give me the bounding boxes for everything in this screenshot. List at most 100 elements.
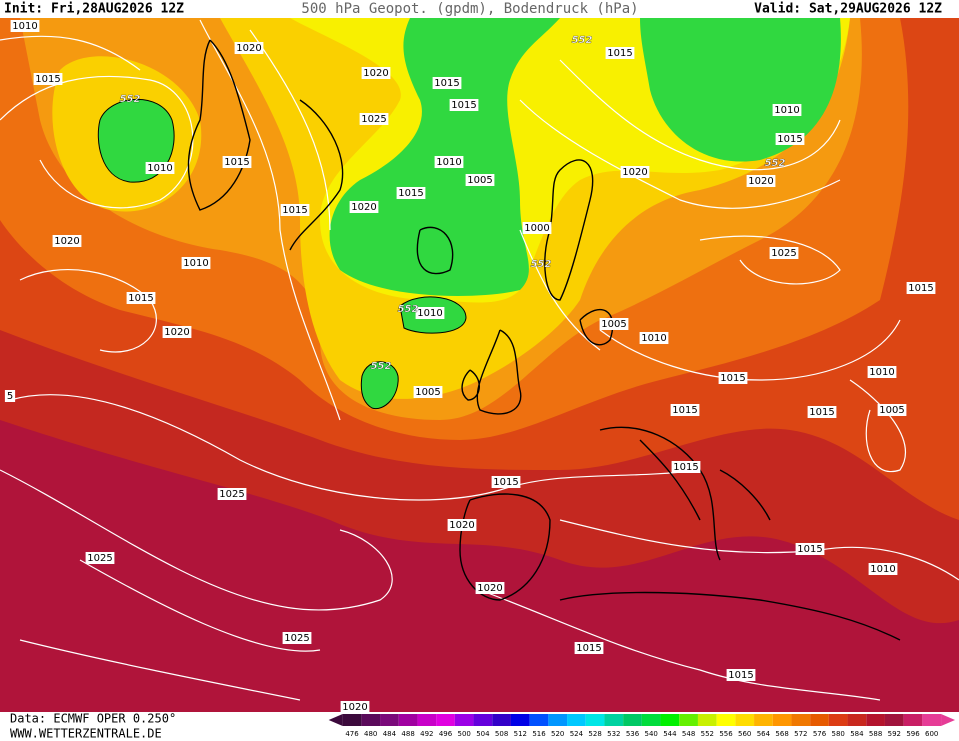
colorbar-label: 524 bbox=[570, 730, 584, 738]
isobar-label: 1015 bbox=[398, 188, 423, 199]
label-box bbox=[447, 519, 477, 531]
colorbar-label: 484 bbox=[383, 730, 397, 738]
colorbar-swatch bbox=[716, 714, 736, 726]
label-box bbox=[234, 42, 264, 54]
label-box bbox=[906, 282, 936, 294]
colorbar-label: 552 bbox=[701, 730, 714, 738]
colorbar-swatch bbox=[492, 714, 511, 726]
label-box bbox=[807, 406, 837, 418]
isobar-label: 1020 bbox=[477, 583, 502, 594]
isobar-label: 1015 bbox=[576, 643, 601, 654]
isobar-label: 1015 bbox=[809, 407, 834, 418]
label-box bbox=[795, 543, 825, 555]
colorbar-swatch bbox=[922, 714, 942, 726]
label-box bbox=[522, 222, 552, 234]
isobar-label: 1025 bbox=[361, 114, 386, 125]
isobar-label: 1015 bbox=[128, 293, 153, 304]
label-box bbox=[639, 332, 669, 344]
init-time: Init: Fri,28AUG2026 12Z bbox=[4, 2, 184, 17]
isobar-label: 1015 bbox=[451, 100, 476, 111]
label-box bbox=[670, 404, 700, 416]
colorbar-label: 544 bbox=[663, 730, 677, 738]
isobar-label: 1015 bbox=[777, 134, 802, 145]
label-box bbox=[574, 642, 604, 654]
isobar-label: 1010 bbox=[183, 258, 208, 269]
colorbar-label: 500 bbox=[458, 730, 471, 738]
geopotential-label: 552 bbox=[531, 259, 552, 270]
colorbar-label: 476 bbox=[345, 730, 359, 738]
label-box bbox=[162, 326, 192, 338]
colorbar-swatch bbox=[847, 714, 867, 726]
colorbar-swatch bbox=[529, 714, 549, 726]
isobar-label: 1010 bbox=[870, 564, 895, 575]
contour-labels: 1010 1020 1015 1010 1015 1020 1015 1015 1025 1010… bbox=[4, 20, 936, 713]
geopotential-label: 552 bbox=[765, 158, 786, 169]
colorbar-swatch bbox=[641, 714, 661, 726]
isobar-label: 1005 bbox=[467, 175, 492, 186]
isobar-label: 1010 bbox=[436, 157, 461, 168]
colorbar-swatch bbox=[454, 714, 474, 726]
label-box bbox=[434, 156, 464, 168]
isobar-label: 5 bbox=[7, 391, 13, 402]
colorbar-label: 516 bbox=[532, 730, 546, 738]
colorbar-label: 488 bbox=[401, 730, 414, 738]
label-box bbox=[280, 204, 310, 216]
isobar-label: 1015 bbox=[35, 74, 60, 85]
label-box bbox=[181, 257, 211, 269]
isobar-label: 1015 bbox=[224, 157, 249, 168]
colorbar-label: 508 bbox=[495, 730, 508, 738]
valid-time: Valid: Sat,29AUG2026 12Z bbox=[754, 2, 942, 17]
colorbar-swatch bbox=[585, 714, 605, 726]
colorbar-swatch bbox=[866, 714, 885, 726]
isobar-label: 1015 bbox=[434, 78, 459, 89]
field bbox=[640, 18, 841, 162]
colorbar-label: 596 bbox=[906, 730, 920, 738]
label-box bbox=[449, 99, 479, 111]
isobar-label: 1015 bbox=[673, 462, 698, 473]
colorbar-swatch bbox=[548, 714, 568, 726]
colorbar-label: 520 bbox=[551, 730, 564, 738]
colorbar-label: 564 bbox=[757, 730, 771, 738]
isobar-label: 1010 bbox=[774, 105, 799, 116]
isobar-label: 1025 bbox=[87, 553, 112, 564]
colorbar-label: 588 bbox=[869, 730, 882, 738]
colorbar-label: 492 bbox=[420, 730, 433, 738]
label-box bbox=[769, 247, 799, 259]
isobar-label: 1020 bbox=[54, 236, 79, 247]
isobar-label: 1015 bbox=[728, 670, 753, 681]
isobar-label: 1025 bbox=[219, 489, 244, 500]
geopotential-label: 552 bbox=[572, 35, 593, 46]
label-box bbox=[877, 404, 907, 416]
label-box bbox=[282, 632, 312, 644]
label-box bbox=[217, 488, 247, 500]
colorbar-swatch bbox=[380, 714, 399, 726]
isobar-label: 1025 bbox=[771, 248, 796, 259]
colorbar-swatch bbox=[623, 714, 642, 726]
colorbar-swatch bbox=[754, 714, 773, 726]
map-title: 500 hPa Geopot. (gpdm), Bodendruck (hPa) bbox=[301, 1, 638, 17]
colorbar-swatch bbox=[679, 714, 698, 726]
colorbar-label: 504 bbox=[476, 730, 490, 738]
colorbar-label: 572 bbox=[794, 730, 807, 738]
colorbar-arrow bbox=[328, 714, 343, 726]
isobar-label: 1020 bbox=[449, 520, 474, 531]
field bbox=[97, 98, 175, 183]
isobar-label: 1015 bbox=[908, 283, 933, 294]
colorbar-swatch bbox=[828, 714, 848, 726]
label-box bbox=[415, 307, 445, 319]
colorbar-swatch bbox=[510, 714, 530, 726]
isobar-label: 1010 bbox=[641, 333, 666, 344]
isobar-label: 1010 bbox=[417, 308, 442, 319]
label-box bbox=[868, 563, 898, 575]
label-box bbox=[475, 582, 505, 594]
isobar-label: 1020 bbox=[363, 68, 388, 79]
map-area bbox=[0, 18, 959, 712]
isobar-label: 1010 bbox=[12, 21, 37, 32]
label-box bbox=[491, 476, 521, 488]
colorbar-label: 496 bbox=[439, 730, 453, 738]
geopotential-label: 552 bbox=[120, 94, 141, 105]
label-box bbox=[465, 174, 495, 186]
label-box bbox=[718, 372, 748, 384]
label-box bbox=[772, 104, 802, 116]
